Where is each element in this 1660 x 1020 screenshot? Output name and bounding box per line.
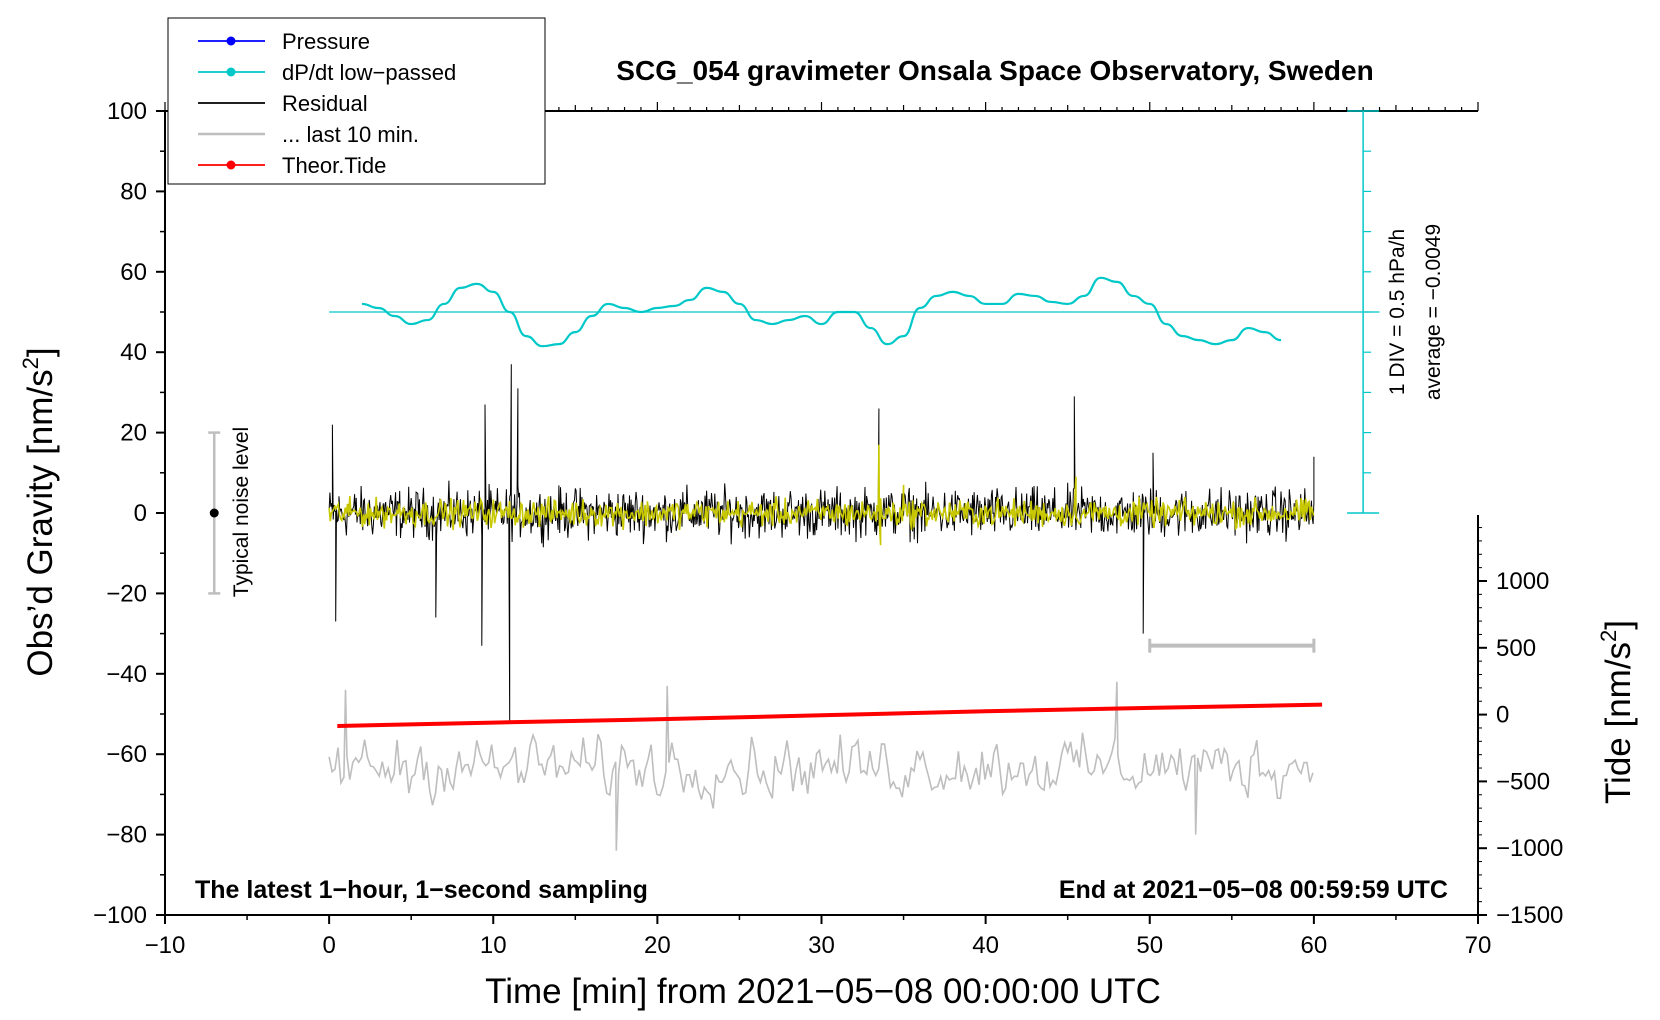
right-tick-label: 500 <box>1496 635 1536 662</box>
y-tick-label: −20 <box>106 580 147 607</box>
legend-marker <box>226 36 236 46</box>
right-tick-label: 0 <box>1496 702 1509 729</box>
residual-line <box>328 364 1315 723</box>
series-residual <box>328 364 1315 723</box>
legend-label: Pressure <box>282 29 370 54</box>
y-tick-label: 80 <box>120 178 147 205</box>
tide-line <box>337 702 1323 728</box>
div-label: 1 DIV = 0.5 hPa/h <box>1386 229 1409 395</box>
chart-title: SCG_054 gravimeter Onsala Space Observat… <box>616 55 1373 86</box>
right-tick-label: −500 <box>1496 768 1550 795</box>
right-tick-label: −1500 <box>1496 902 1563 929</box>
typical-noise-bar <box>208 431 221 595</box>
y-axis-label-right: Tide [nm/s2] <box>1596 620 1638 804</box>
legend-label: dP/dt low−passed <box>282 60 456 85</box>
y-tick-label: −100 <box>93 902 147 929</box>
y-axis-label-left: Obs’d Gravity [nm/s2] <box>18 347 60 676</box>
series-residual-lowpass <box>328 444 1315 546</box>
noise-bar-dot <box>209 508 219 518</box>
x-tick-label: 10 <box>480 932 507 959</box>
legend-label: ... last 10 min. <box>282 122 419 147</box>
annotation-bottom-left: The latest 1−hour, 1−second sampling <box>195 876 648 904</box>
y-tick-label: 0 <box>134 500 147 527</box>
y-tick-label: −40 <box>106 661 147 688</box>
legend: Pressure dP/dt low−passed Residual ... last… <box>167 17 546 185</box>
x-tick-label: 30 <box>808 932 835 959</box>
y-axis-left: −100 −80 −60 −40 −20 0 20 40 60 80 100 <box>93 98 165 929</box>
legend-label: Theor.Tide <box>282 153 386 178</box>
x-tick-label: 40 <box>972 932 999 959</box>
series-last-10-min <box>328 681 1314 851</box>
legend-marker <box>226 160 236 170</box>
x-tick-label: 0 <box>322 932 335 959</box>
legend-box <box>167 17 546 185</box>
series-theor-tide <box>337 702 1323 728</box>
y-tick-label: 60 <box>120 259 147 286</box>
y-tick-label: 100 <box>107 98 147 125</box>
y-tick-label: 40 <box>120 339 147 366</box>
average-label: average = −0.0049 <box>1422 224 1445 400</box>
y-axis-right: −1500 −1000 −500 0 500 1000 <box>1478 527 1563 929</box>
right-tick-label: −1000 <box>1496 835 1563 862</box>
last-10-min-bar <box>1148 638 1316 653</box>
x-axis: −10 0 10 20 30 40 50 60 70 <box>145 915 1492 959</box>
residual-lowpass-line <box>328 444 1315 546</box>
last-10-min-line <box>328 681 1314 851</box>
legend-marker <box>226 67 236 77</box>
x-tick-label: 70 <box>1465 932 1492 959</box>
x-axis-label: Time [min] from 2021−05−08 00:00:00 UTC <box>485 972 1161 1011</box>
y-tick-label: 20 <box>120 420 147 447</box>
y-tick-label: −80 <box>106 822 147 849</box>
x-tick-label: 60 <box>1301 932 1328 959</box>
dpdt-line <box>361 276 1282 348</box>
x-tick-label: −10 <box>145 932 186 959</box>
noise-label: Typical noise level <box>230 427 253 597</box>
x-tick-label: 20 <box>644 932 671 959</box>
right-tick-label: 1000 <box>1496 568 1549 595</box>
legend-label: Residual <box>282 91 368 116</box>
series-dpdt-lowpassed <box>361 276 1282 348</box>
x-tick-label: 50 <box>1136 932 1163 959</box>
annotation-bottom-right: End at 2021−05−08 00:59:59 UTC <box>1059 876 1448 904</box>
y-tick-label: −60 <box>106 741 147 768</box>
